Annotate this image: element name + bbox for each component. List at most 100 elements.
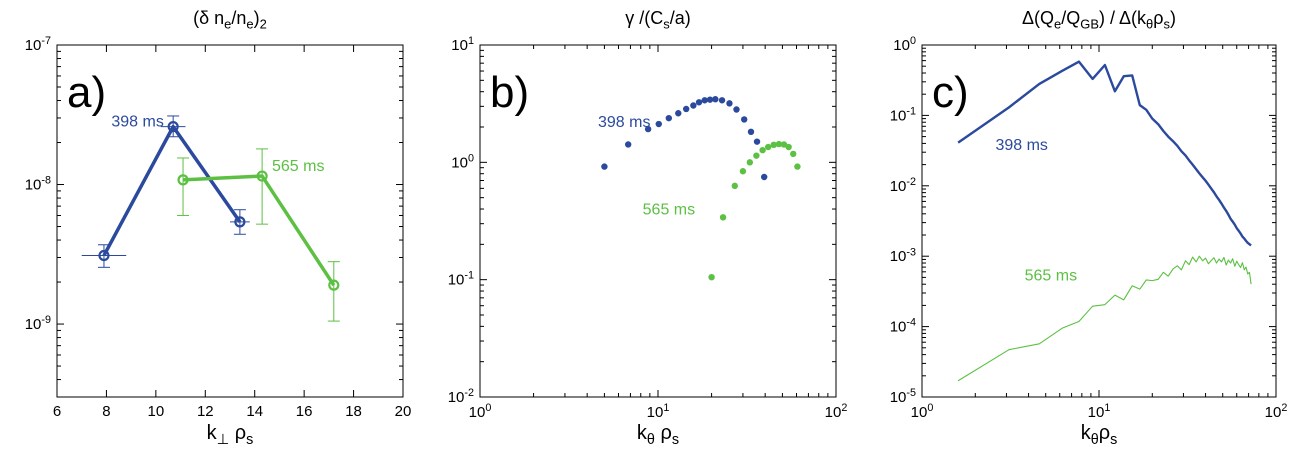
y-tick-label-base: 10 (890, 107, 907, 124)
series-label: 398 ms (598, 114, 650, 131)
y-tick-label-base: 10 (451, 154, 468, 171)
x-tick-label-exponent: 0 (927, 402, 933, 414)
data-point (701, 97, 708, 104)
panel-title-part: ρ (1153, 8, 1163, 28)
data-point (665, 114, 673, 122)
series-blue (957, 60, 1252, 247)
x-tick-label-base: 10 (647, 404, 664, 421)
panel-title-part: e (1054, 17, 1061, 32)
data-point (760, 173, 768, 181)
data-point (746, 159, 754, 166)
panel-title-part: /n (231, 8, 246, 28)
data-point (655, 120, 662, 128)
y-tick-label: 10-3 (890, 246, 916, 265)
panel-letter: a) (67, 68, 106, 117)
y-tick-label: 10-1 (890, 105, 916, 124)
data-point (167, 121, 179, 133)
y-tick-label: 10-1 (448, 270, 474, 289)
y-tick-label-base: 10 (25, 37, 42, 54)
series-blue (601, 96, 768, 181)
x-tick-label: 102 (825, 402, 848, 421)
panel-title-part: ) (254, 8, 260, 28)
x-axis-label-part: s (672, 432, 679, 448)
y-tick-label: 10-8 (25, 175, 51, 194)
x-tick-label-exponent: 1 (663, 402, 669, 414)
x-tick-label: 101 (647, 402, 670, 421)
x-tick-label: 6 (53, 403, 61, 420)
data-point (682, 105, 690, 113)
x-tick-label: 10 (148, 403, 165, 420)
data-point (601, 163, 608, 170)
panel-title-part: ) (1170, 8, 1176, 28)
data-point (718, 97, 726, 104)
x-tick-label-base: 10 (1088, 404, 1105, 421)
x-tick-label: 8 (102, 403, 110, 420)
panel-title-part: Δ(Q (1022, 8, 1054, 28)
data-point (695, 99, 703, 106)
x-tick-label: 20 (395, 403, 412, 420)
series-label: 398 ms (995, 137, 1047, 154)
y-tick-label: 101 (451, 35, 474, 54)
data-point (644, 125, 652, 133)
panel-title-part: /Q (1061, 8, 1080, 28)
series-label: 565 ms (272, 158, 324, 175)
series-green (177, 148, 340, 322)
x-axis-label-part: θ (1091, 432, 1099, 448)
x-tick-label-base: 10 (825, 404, 842, 421)
x-axis-label-part: ρ (655, 422, 672, 444)
plot-frame (921, 44, 1277, 398)
y-tick-label-base: 10 (890, 178, 907, 195)
y-tick-label: 10-4 (890, 317, 916, 336)
data-point (708, 273, 715, 281)
panel-c: 100 101 10210-510-410-310-210-1100Δ(Qe/QGB… (890, 8, 1288, 448)
x-tick-label-base: 10 (911, 404, 928, 421)
x-tick-label: 16 (296, 403, 313, 420)
x-axis-label-part: k (1081, 422, 1092, 444)
panel-title-part: e (224, 17, 231, 32)
panel-title-part: s (1164, 17, 1171, 32)
plot-frame (479, 44, 837, 398)
x-axis-label-part: k (207, 422, 218, 444)
plot-frame (56, 44, 404, 398)
x-tick-label: 100 (469, 402, 492, 421)
y-tick-label-base: 10 (890, 389, 907, 406)
x-tick-label: 100 (911, 402, 934, 421)
x-tick-label: 14 (246, 403, 263, 420)
y-tick-label: 100 (451, 152, 474, 171)
x-axis-label: k⊥ ρs (207, 422, 254, 448)
data-point (624, 141, 632, 148)
panel-title-part: ) / Δ(k (1099, 8, 1147, 28)
data-point (328, 279, 340, 291)
y-tick-label-exponent: 0 (468, 152, 474, 164)
y-tick-label-exponent: -2 (464, 387, 474, 399)
y-tick-label-exponent: -3 (906, 246, 916, 258)
y-tick-label-exponent: -9 (41, 314, 51, 326)
series-line (957, 60, 1252, 247)
x-axis-label: kθρs (1081, 422, 1118, 448)
data-point (726, 100, 733, 107)
y-tick-label-base: 10 (890, 248, 907, 265)
y-tick-label: 10-2 (890, 176, 916, 195)
y-tick-label-base: 10 (893, 37, 910, 54)
series-blue (81, 115, 250, 268)
y-tick-label: 100 (893, 35, 916, 54)
y-tick-label-exponent: -5 (906, 387, 916, 399)
x-tick-label: 18 (345, 403, 362, 420)
data-point (177, 174, 189, 186)
panel-title-part: s (663, 17, 670, 32)
data-point (759, 146, 766, 154)
data-point (785, 143, 792, 151)
y-tick-label-exponent: -7 (41, 35, 51, 47)
y-tick-label-base: 10 (451, 37, 468, 54)
data-point (706, 96, 714, 103)
x-tick-label: 12 (197, 403, 214, 420)
data-point (675, 110, 682, 117)
y-tick-label-base: 10 (448, 389, 465, 406)
panel-title: γ /(Cs/a) (625, 8, 691, 32)
data-point (234, 216, 246, 228)
y-tick-label-exponent: 1 (468, 35, 474, 47)
panel-title: Δ(Qe/QGB) / Δ(kθρs) (1022, 8, 1176, 32)
data-point (775, 140, 783, 148)
